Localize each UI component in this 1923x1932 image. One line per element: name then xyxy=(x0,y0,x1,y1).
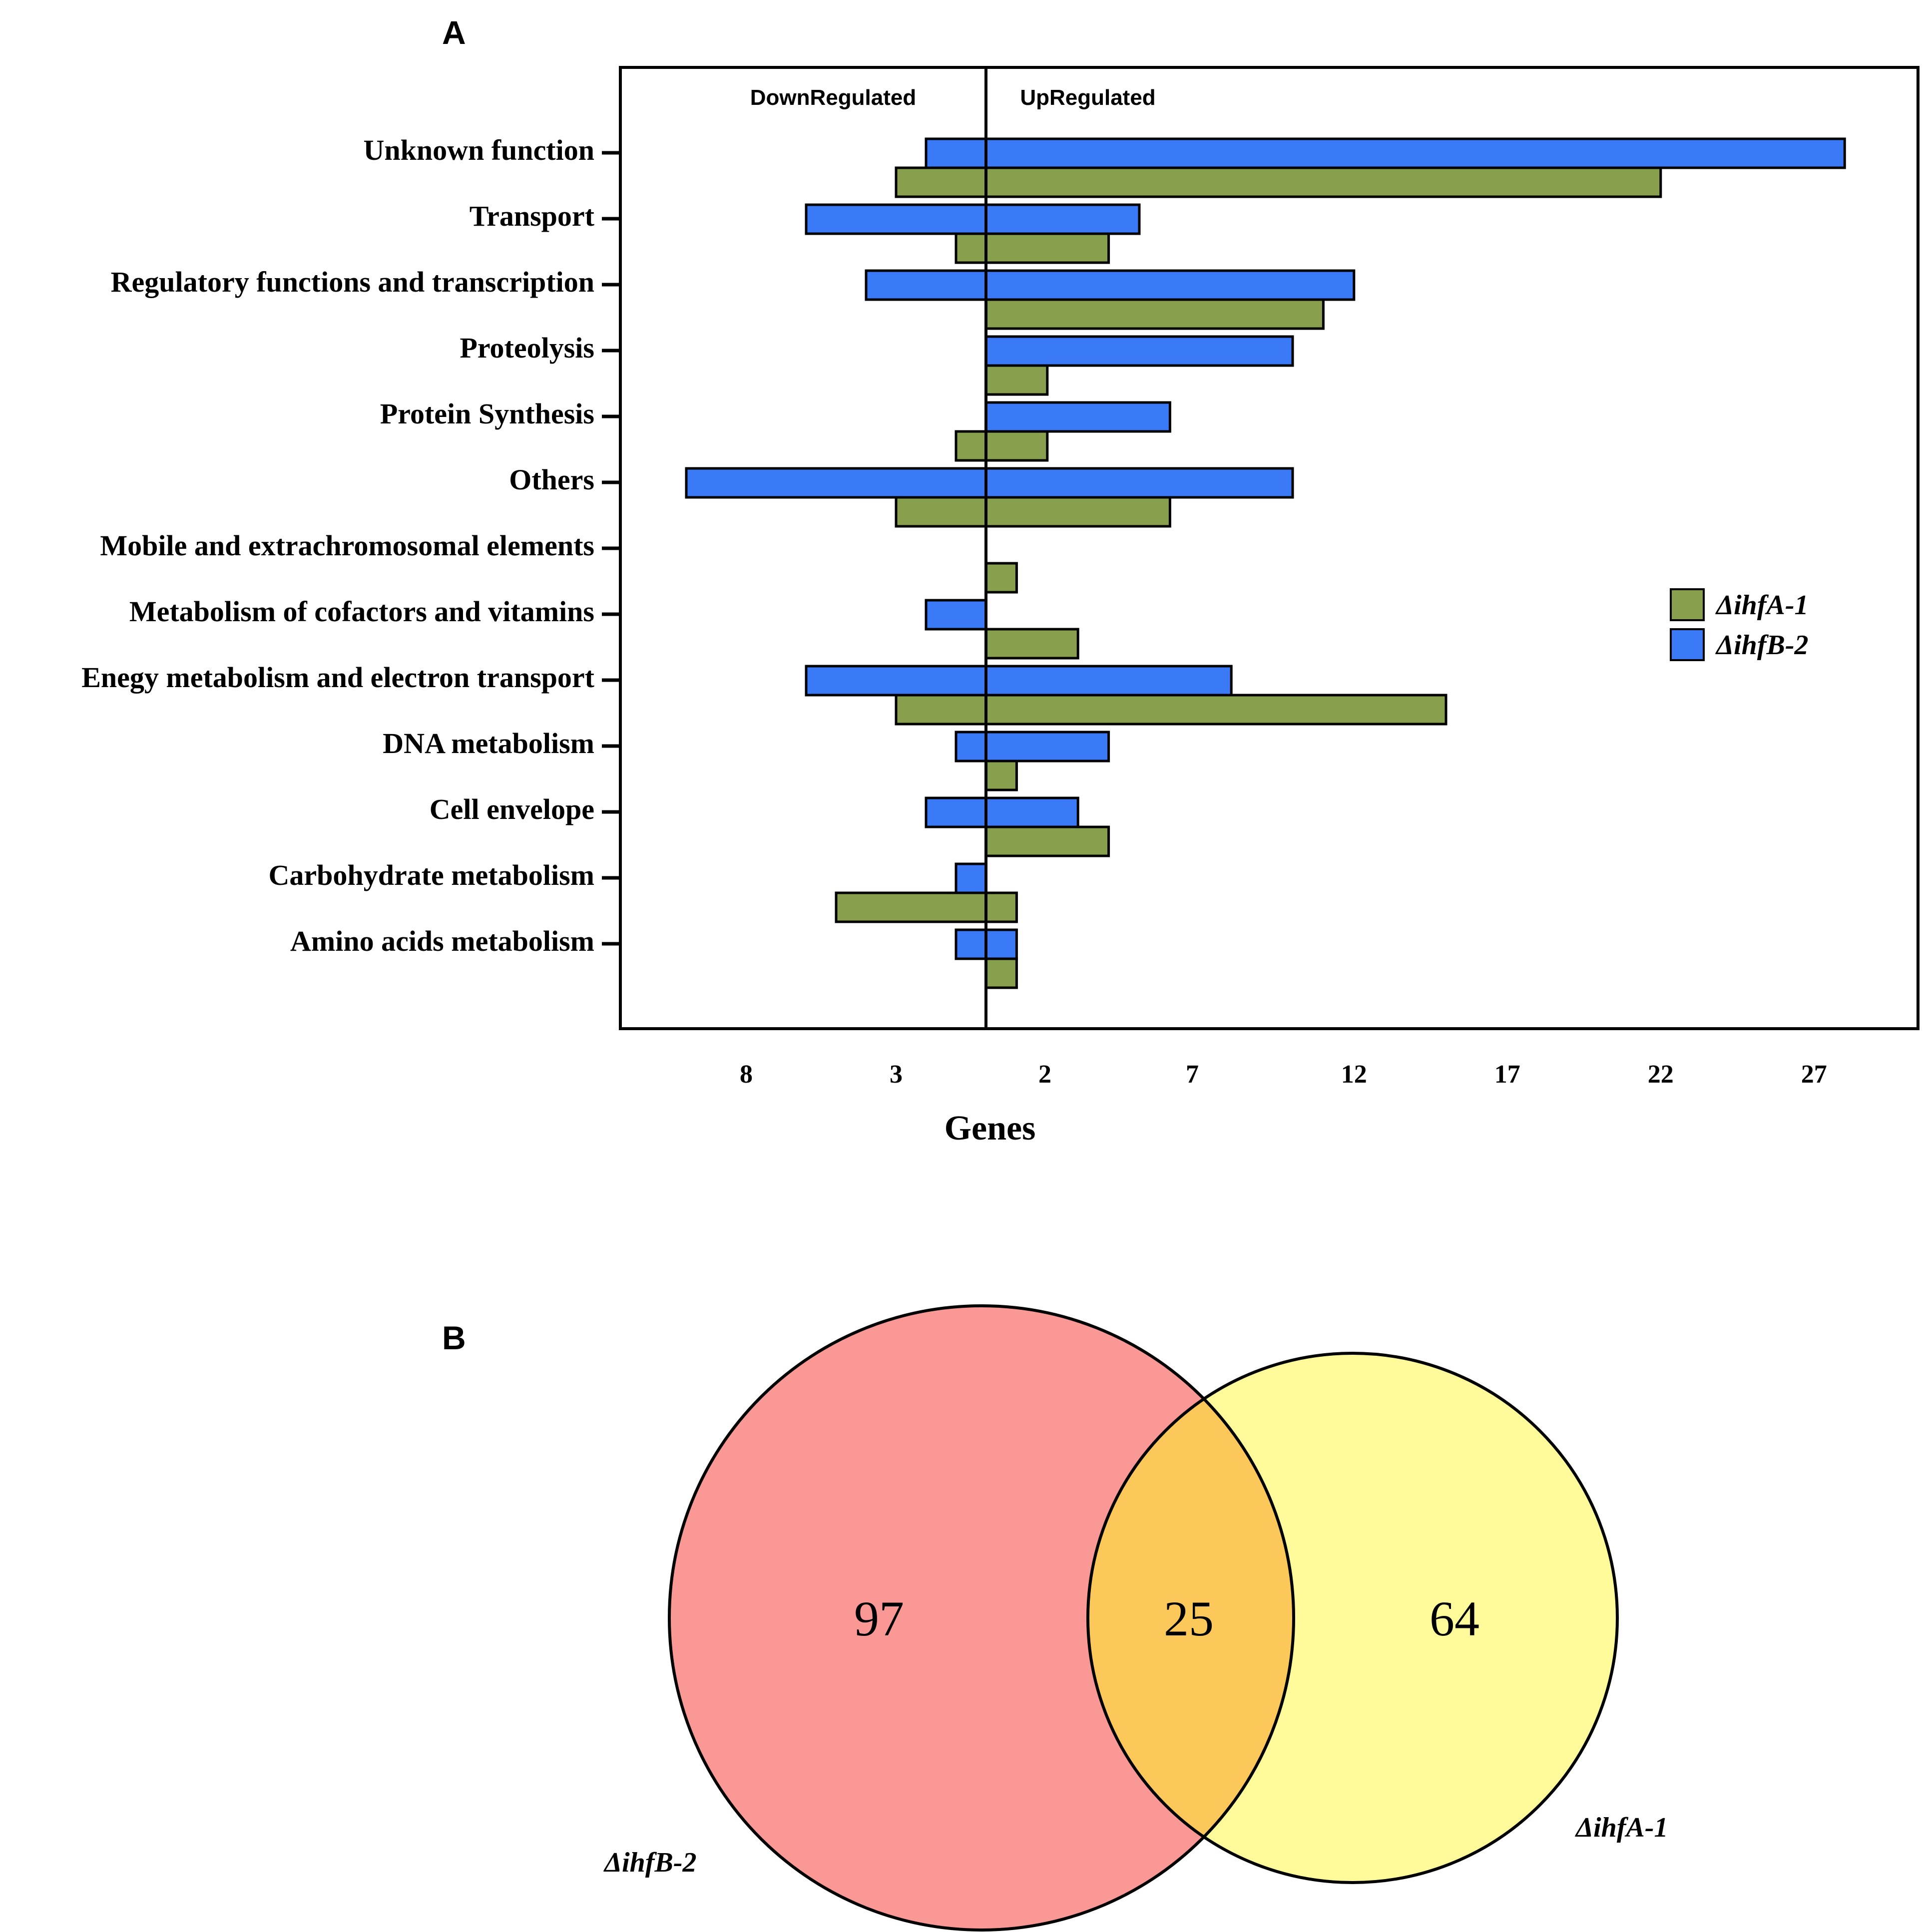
x-tick-label: 7 xyxy=(1186,1060,1199,1089)
category-label-amino-acids-metabolism: Amino acids metabolism xyxy=(290,925,594,957)
venn-intersection xyxy=(1088,1353,1294,1883)
legend-swatch-ihfb-2 xyxy=(1670,628,1705,661)
category-label-dna-metabolism: DNA metabolism xyxy=(383,727,594,760)
bar-up-delta-ihfa-1-enegy-metabolism-and-electron-transport xyxy=(984,694,1447,726)
x-tick-label: 17 xyxy=(1494,1060,1520,1089)
panel-b-venn-diagram: B 97 25 64 ΔihfB-2 ΔihfA-1 xyxy=(442,1304,1668,1932)
legend: ΔihfA-1 ΔihfB-2 xyxy=(1670,588,1808,661)
bars xyxy=(685,137,1846,989)
bar-up-delta-ihfa-1-mobile-and-extrachromosomal-elements xyxy=(984,562,1018,594)
bar-down-delta-ihfa-1-carbohydrate-metabolism xyxy=(835,891,987,923)
bar-up-delta-ihfa-1-protein-synthesis xyxy=(984,430,1049,462)
bar-up-delta-ihfa-1-dna-metabolism xyxy=(984,760,1018,791)
bar-up-delta-ihfa-1-others xyxy=(984,496,1171,528)
x-tick-label: 2 xyxy=(1038,1060,1051,1089)
category-ticks xyxy=(602,151,620,946)
bar-down-delta-ihfa-1-others xyxy=(895,496,987,528)
venn-count-ihfa-1-only: 64 xyxy=(1430,1591,1479,1646)
venn-count-ihfb-2-only: 97 xyxy=(854,1591,904,1646)
bar-up-delta-ihfb-2-transport xyxy=(984,203,1141,235)
bar-up-delta-ihfa-1-regulatory-functions-and-transcription xyxy=(984,298,1325,330)
x-axis-title: Genes xyxy=(945,1109,1036,1148)
bar-up-delta-ihfb-2-cell-envelope xyxy=(984,796,1079,828)
bar-up-delta-ihfa-1-unknown-function xyxy=(984,166,1662,198)
bar-down-delta-ihfa-1-enegy-metabolism-and-electron-transport xyxy=(895,694,987,726)
bar-down-delta-ihfb-2-amino-acids-metabolism xyxy=(955,928,987,960)
bar-down-delta-ihfa-1-transport xyxy=(955,232,987,264)
bar-up-delta-ihfb-2-protein-synthesis xyxy=(984,401,1171,433)
bar-up-delta-ihfb-2-enegy-metabolism-and-electron-transport xyxy=(984,665,1233,697)
venn-outline-ihfa-1 xyxy=(1086,1352,1619,1884)
x-tick-label: 27 xyxy=(1801,1060,1827,1089)
downregulated-label: DownRegulated xyxy=(750,85,916,110)
bar-up-delta-ihfa-1-cell-envelope xyxy=(984,825,1110,857)
category-label-proteolysis: Proteolysis xyxy=(460,332,594,364)
bar-up-delta-ihfa-1-amino-acids-metabolism xyxy=(984,957,1018,989)
legend-label-ihfa-1: ΔihfA-1 xyxy=(1715,590,1808,621)
category-label-regulatory-functions-and-transcription: Regulatory functions and transcription xyxy=(111,266,594,298)
bar-up-delta-ihfb-2-unknown-function xyxy=(984,137,1846,169)
bar-down-delta-ihfb-2-regulatory-functions-and-transcription xyxy=(865,269,987,301)
x-tick-label: 3 xyxy=(890,1060,903,1089)
bar-down-delta-ihfa-1-protein-synthesis xyxy=(955,430,987,462)
category-label-mobile-and-extrachromosomal-elements: Mobile and extrachromosomal elements xyxy=(100,529,594,562)
venn-label-ihfa-1: ΔihfA-1 xyxy=(1575,1812,1668,1843)
x-tick-label: 8 xyxy=(740,1060,753,1089)
bar-up-delta-ihfa-1-metabolism-of-cofactors-and-vitamins xyxy=(984,628,1079,660)
panel-letter-b: B xyxy=(442,1319,466,1356)
panel-a-bar-chart: A DownRegulated UpRegulated Unknown func… xyxy=(81,14,1920,1148)
x-tick-label: 12 xyxy=(1341,1060,1367,1089)
category-label-unknown-function: Unknown function xyxy=(363,134,594,166)
bar-down-delta-ihfb-2-enegy-metabolism-and-electron-transport xyxy=(805,665,987,697)
bar-down-delta-ihfb-2-dna-metabolism xyxy=(955,731,987,763)
venn-outline-ihfb-2 xyxy=(668,1304,1295,1932)
bar-down-delta-ihfb-2-transport xyxy=(805,203,987,235)
bar-up-delta-ihfb-2-regulatory-functions-and-transcription xyxy=(984,269,1356,301)
bar-down-delta-ihfb-2-cell-envelope xyxy=(925,796,987,828)
x-tick-labels: 8 3 2 7 12 17 22 27 xyxy=(740,1060,1827,1089)
bar-up-delta-ihfb-2-others xyxy=(984,467,1294,499)
bar-up-delta-ihfb-2-dna-metabolism xyxy=(984,731,1110,763)
bar-down-delta-ihfb-2-metabolism-of-cofactors-and-vitamins xyxy=(925,599,987,631)
bar-down-delta-ihfa-1-unknown-function xyxy=(895,166,987,198)
category-label-protein-synthesis: Protein Synthesis xyxy=(380,397,594,430)
venn-count-intersection: 25 xyxy=(1164,1591,1214,1646)
panel-letter-a: A xyxy=(442,14,466,51)
category-label-enegy-metabolism-and-electron-transport: Enegy metabolism and electron transport xyxy=(81,661,594,694)
bar-up-delta-ihfb-2-amino-acids-metabolism xyxy=(984,928,1018,960)
x-tick-label: 22 xyxy=(1648,1060,1674,1089)
legend-swatch-ihfa-1 xyxy=(1670,588,1705,621)
legend-label-ihfb-2: ΔihfB-2 xyxy=(1715,630,1808,661)
upregulated-label: UpRegulated xyxy=(1020,85,1155,110)
bar-down-delta-ihfb-2-others xyxy=(685,467,987,499)
bar-down-delta-ihfb-2-unknown-function xyxy=(925,137,987,169)
bar-up-delta-ihfa-1-proteolysis xyxy=(984,364,1049,396)
bar-up-delta-ihfa-1-transport xyxy=(984,232,1110,264)
bar-up-delta-ihfb-2-proteolysis xyxy=(984,335,1294,367)
bar-up-delta-ihfa-1-carbohydrate-metabolism xyxy=(984,891,1018,923)
category-labels: Unknown function Transport Regulatory func… xyxy=(81,134,594,957)
category-label-metabolism-of-cofactors-and-vitamins: Metabolism of cofactors and vitamins xyxy=(129,595,594,628)
category-label-carbohydrate-metabolism: Carbohydrate metabolism xyxy=(269,859,594,891)
venn-label-ihfb-2: ΔihfB-2 xyxy=(603,1847,696,1878)
category-label-cell-envelope: Cell envelope xyxy=(430,793,594,825)
category-label-others: Others xyxy=(509,463,594,496)
bar-down-delta-ihfb-2-carbohydrate-metabolism xyxy=(955,862,987,894)
category-label-transport: Transport xyxy=(470,200,595,232)
